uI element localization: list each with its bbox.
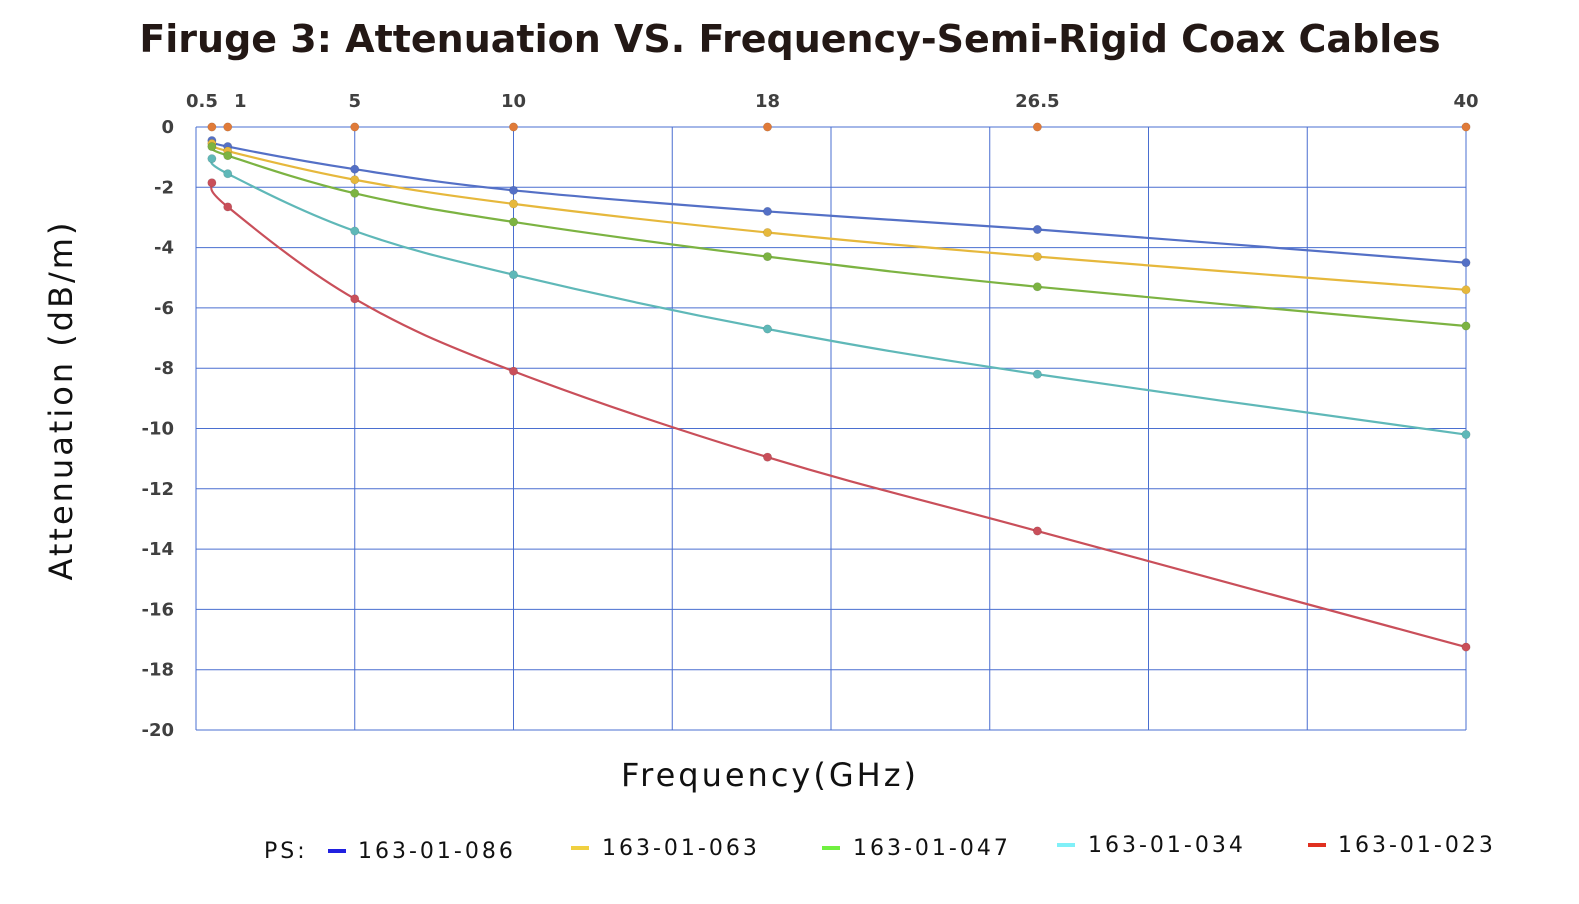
legend-prefix: PS:: [264, 839, 308, 864]
data-point: [350, 175, 360, 185]
legend-label: 163-01-086: [358, 839, 516, 864]
x-tick-label: 1: [234, 91, 247, 112]
legend-swatch: [1308, 843, 1326, 847]
x-tick-label: 18: [755, 91, 780, 112]
chart-title: Firuge 3: Attenuation VS. Frequency-Semi…: [139, 17, 1440, 61]
series-baseline: [207, 122, 1471, 132]
y-tick-labels: 0 -2 -4 -6 -8 -10 -12 -14 -16 -18 -20: [141, 117, 174, 741]
data-point: [207, 154, 217, 164]
data-point: [350, 164, 360, 174]
data-point: [1032, 252, 1042, 262]
data-point: [350, 226, 360, 236]
data-point: [207, 178, 217, 188]
data-point: [223, 169, 233, 179]
x-tick-label: 26.5: [1015, 91, 1059, 112]
data-point: [762, 252, 772, 262]
data-point: [350, 188, 360, 198]
data-point: [1461, 122, 1471, 132]
x-tick-label: 10: [501, 91, 526, 112]
data-point: [762, 122, 772, 132]
legend-swatch: [822, 846, 840, 850]
y-tick-label: -14: [141, 539, 174, 560]
data-point: [1461, 642, 1471, 652]
series-lines: [207, 122, 1471, 652]
data-point: [762, 206, 772, 216]
data-point: [1032, 282, 1042, 292]
legend: PS: 163-01-086 163-01-063 163-01-047 163-01…: [264, 833, 1496, 864]
y-tick-label: -8: [154, 358, 174, 379]
data-point: [207, 142, 217, 152]
data-point: [508, 199, 518, 209]
series-line: [210, 139, 1467, 264]
grid: [195, 126, 1467, 731]
y-axis-title: Attenuation (dB/m): [42, 220, 80, 581]
data-point: [508, 122, 518, 132]
legend-label: 163-01-023: [1338, 833, 1496, 858]
y-tick-label: -6: [154, 298, 174, 319]
data-point: [1032, 526, 1042, 536]
data-point: [508, 185, 518, 195]
y-tick-label: 0: [161, 117, 174, 138]
x-tick-label: 40: [1453, 91, 1478, 112]
data-point: [762, 324, 772, 334]
data-point: [508, 217, 518, 227]
series-line: [210, 182, 1467, 649]
y-tick-label: -16: [141, 599, 174, 620]
y-tick-label: -12: [141, 479, 174, 500]
legend-label: 163-01-047: [853, 836, 1011, 861]
data-point: [1032, 122, 1042, 132]
series-163-01-086: [207, 136, 1471, 268]
y-tick-label: -10: [141, 419, 174, 440]
data-point: [762, 228, 772, 238]
data-point: [762, 452, 772, 462]
data-point: [1461, 321, 1471, 331]
data-point: [350, 294, 360, 304]
data-point: [223, 122, 233, 132]
data-point: [508, 366, 518, 376]
data-point: [223, 151, 233, 161]
data-point: [508, 270, 518, 280]
x-tick-labels: 0.5 1 5 10 18 26.5 40: [186, 91, 1479, 112]
series-line: [210, 157, 1467, 436]
data-point: [1461, 285, 1471, 295]
x-tick-label: 5: [348, 91, 361, 112]
y-tick-label: -2: [154, 177, 174, 198]
y-tick-label: -20: [141, 720, 174, 741]
data-point: [1032, 369, 1042, 379]
legend-swatch: [1057, 843, 1075, 847]
data-point: [350, 122, 360, 132]
series-163-01-047: [207, 142, 1471, 331]
series-line: [210, 145, 1467, 328]
y-tick-label: -4: [154, 238, 174, 259]
series-163-01-034: [207, 154, 1471, 440]
data-point: [1461, 258, 1471, 268]
series-line: [210, 142, 1467, 291]
legend-label: 163-01-063: [602, 836, 760, 861]
data-point: [207, 122, 217, 132]
data-point: [1461, 430, 1471, 440]
x-axis-title: Frequency(GHz): [621, 756, 919, 794]
legend-swatch: [328, 849, 346, 853]
data-point: [223, 202, 233, 212]
series-163-01-023: [207, 178, 1471, 652]
x-tick-label: 0.5: [186, 91, 218, 112]
data-point: [1032, 225, 1042, 235]
y-tick-label: -18: [141, 660, 174, 681]
legend-label: 163-01-034: [1088, 833, 1246, 858]
legend-swatch: [571, 846, 589, 850]
